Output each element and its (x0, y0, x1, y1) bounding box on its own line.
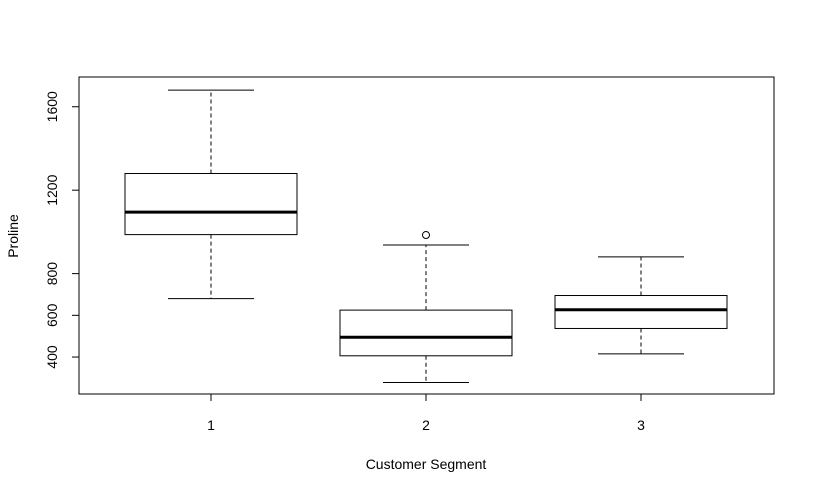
y-axis: 400 600 800 1200 1600 (44, 91, 80, 369)
box-iqr (339, 309, 513, 357)
y-tick-label: 1200 (44, 174, 60, 205)
box-iqr (554, 295, 728, 329)
box-3 (554, 256, 728, 355)
x-axis-label: Customer Segment (366, 456, 487, 472)
y-tick-label: 400 (44, 345, 60, 369)
box-iqr (124, 172, 298, 236)
box-1 (124, 89, 298, 300)
y-tick-label: 1600 (44, 91, 60, 122)
y-axis-label: Proline (5, 214, 21, 258)
outlier-point (422, 231, 430, 240)
x-tick-label: 2 (422, 417, 430, 433)
y-tick-label: 600 (44, 303, 60, 327)
x-tick-label: 3 (637, 417, 645, 433)
box-group (124, 89, 728, 383)
x-axis: 1 2 3 (207, 393, 645, 433)
y-tick-label: 800 (44, 262, 60, 286)
box-2 (339, 231, 513, 383)
x-tick-label: 1 (207, 417, 215, 433)
